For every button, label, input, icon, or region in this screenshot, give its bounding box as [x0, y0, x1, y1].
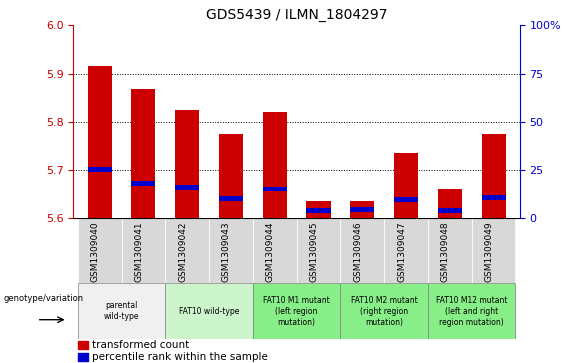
Bar: [219, 196, 243, 201]
Text: percentile rank within the sample: percentile rank within the sample: [92, 352, 268, 362]
Text: FAT10 M1 mutant
(left region
mutation): FAT10 M1 mutant (left region mutation): [263, 296, 330, 327]
Text: FAT10 M2 mutant
(right region
mutation): FAT10 M2 mutant (right region mutation): [351, 296, 418, 327]
Text: GSM1309044: GSM1309044: [266, 221, 275, 282]
Title: GDS5439 / ILMN_1804297: GDS5439 / ILMN_1804297: [206, 8, 388, 22]
Bar: [132, 181, 155, 185]
Bar: [121, 218, 166, 283]
Bar: [350, 201, 374, 218]
Bar: [481, 134, 506, 218]
Bar: [78, 283, 166, 339]
Bar: [428, 283, 515, 339]
Bar: [78, 218, 121, 283]
Bar: [78, 341, 88, 349]
Bar: [88, 167, 112, 172]
Bar: [297, 218, 340, 283]
Bar: [306, 201, 331, 218]
Bar: [263, 187, 287, 191]
Text: FAT10 wild-type: FAT10 wild-type: [179, 307, 240, 316]
Bar: [438, 208, 462, 213]
Bar: [88, 66, 112, 218]
Text: GSM1309047: GSM1309047: [397, 221, 406, 282]
Text: transformed count: transformed count: [92, 340, 189, 350]
Bar: [132, 89, 155, 218]
Text: FAT10 M12 mutant
(left and right
region mutation): FAT10 M12 mutant (left and right region …: [436, 296, 507, 327]
Bar: [175, 110, 199, 218]
Text: parental
wild-type: parental wild-type: [104, 301, 140, 321]
Text: GSM1309046: GSM1309046: [353, 221, 362, 282]
Text: GSM1309042: GSM1309042: [178, 221, 187, 282]
Bar: [350, 207, 374, 212]
Bar: [253, 283, 340, 339]
Bar: [340, 218, 384, 283]
Bar: [472, 218, 515, 283]
Bar: [438, 189, 462, 218]
Bar: [306, 208, 331, 213]
Bar: [78, 353, 88, 361]
Bar: [166, 283, 253, 339]
Bar: [394, 197, 418, 202]
Text: GSM1309049: GSM1309049: [485, 221, 494, 282]
Bar: [384, 218, 428, 283]
Text: GSM1309040: GSM1309040: [91, 221, 99, 282]
Text: GSM1309045: GSM1309045: [310, 221, 319, 282]
Bar: [175, 185, 199, 190]
Bar: [263, 112, 287, 218]
Bar: [340, 283, 428, 339]
Bar: [481, 195, 506, 200]
Bar: [166, 218, 209, 283]
Bar: [428, 218, 472, 283]
Text: GSM1309041: GSM1309041: [134, 221, 144, 282]
Bar: [394, 153, 418, 218]
Bar: [209, 218, 253, 283]
Bar: [219, 134, 243, 218]
Text: genotype/variation: genotype/variation: [4, 294, 84, 303]
Bar: [253, 218, 297, 283]
Text: GSM1309048: GSM1309048: [441, 221, 450, 282]
Text: GSM1309043: GSM1309043: [222, 221, 231, 282]
